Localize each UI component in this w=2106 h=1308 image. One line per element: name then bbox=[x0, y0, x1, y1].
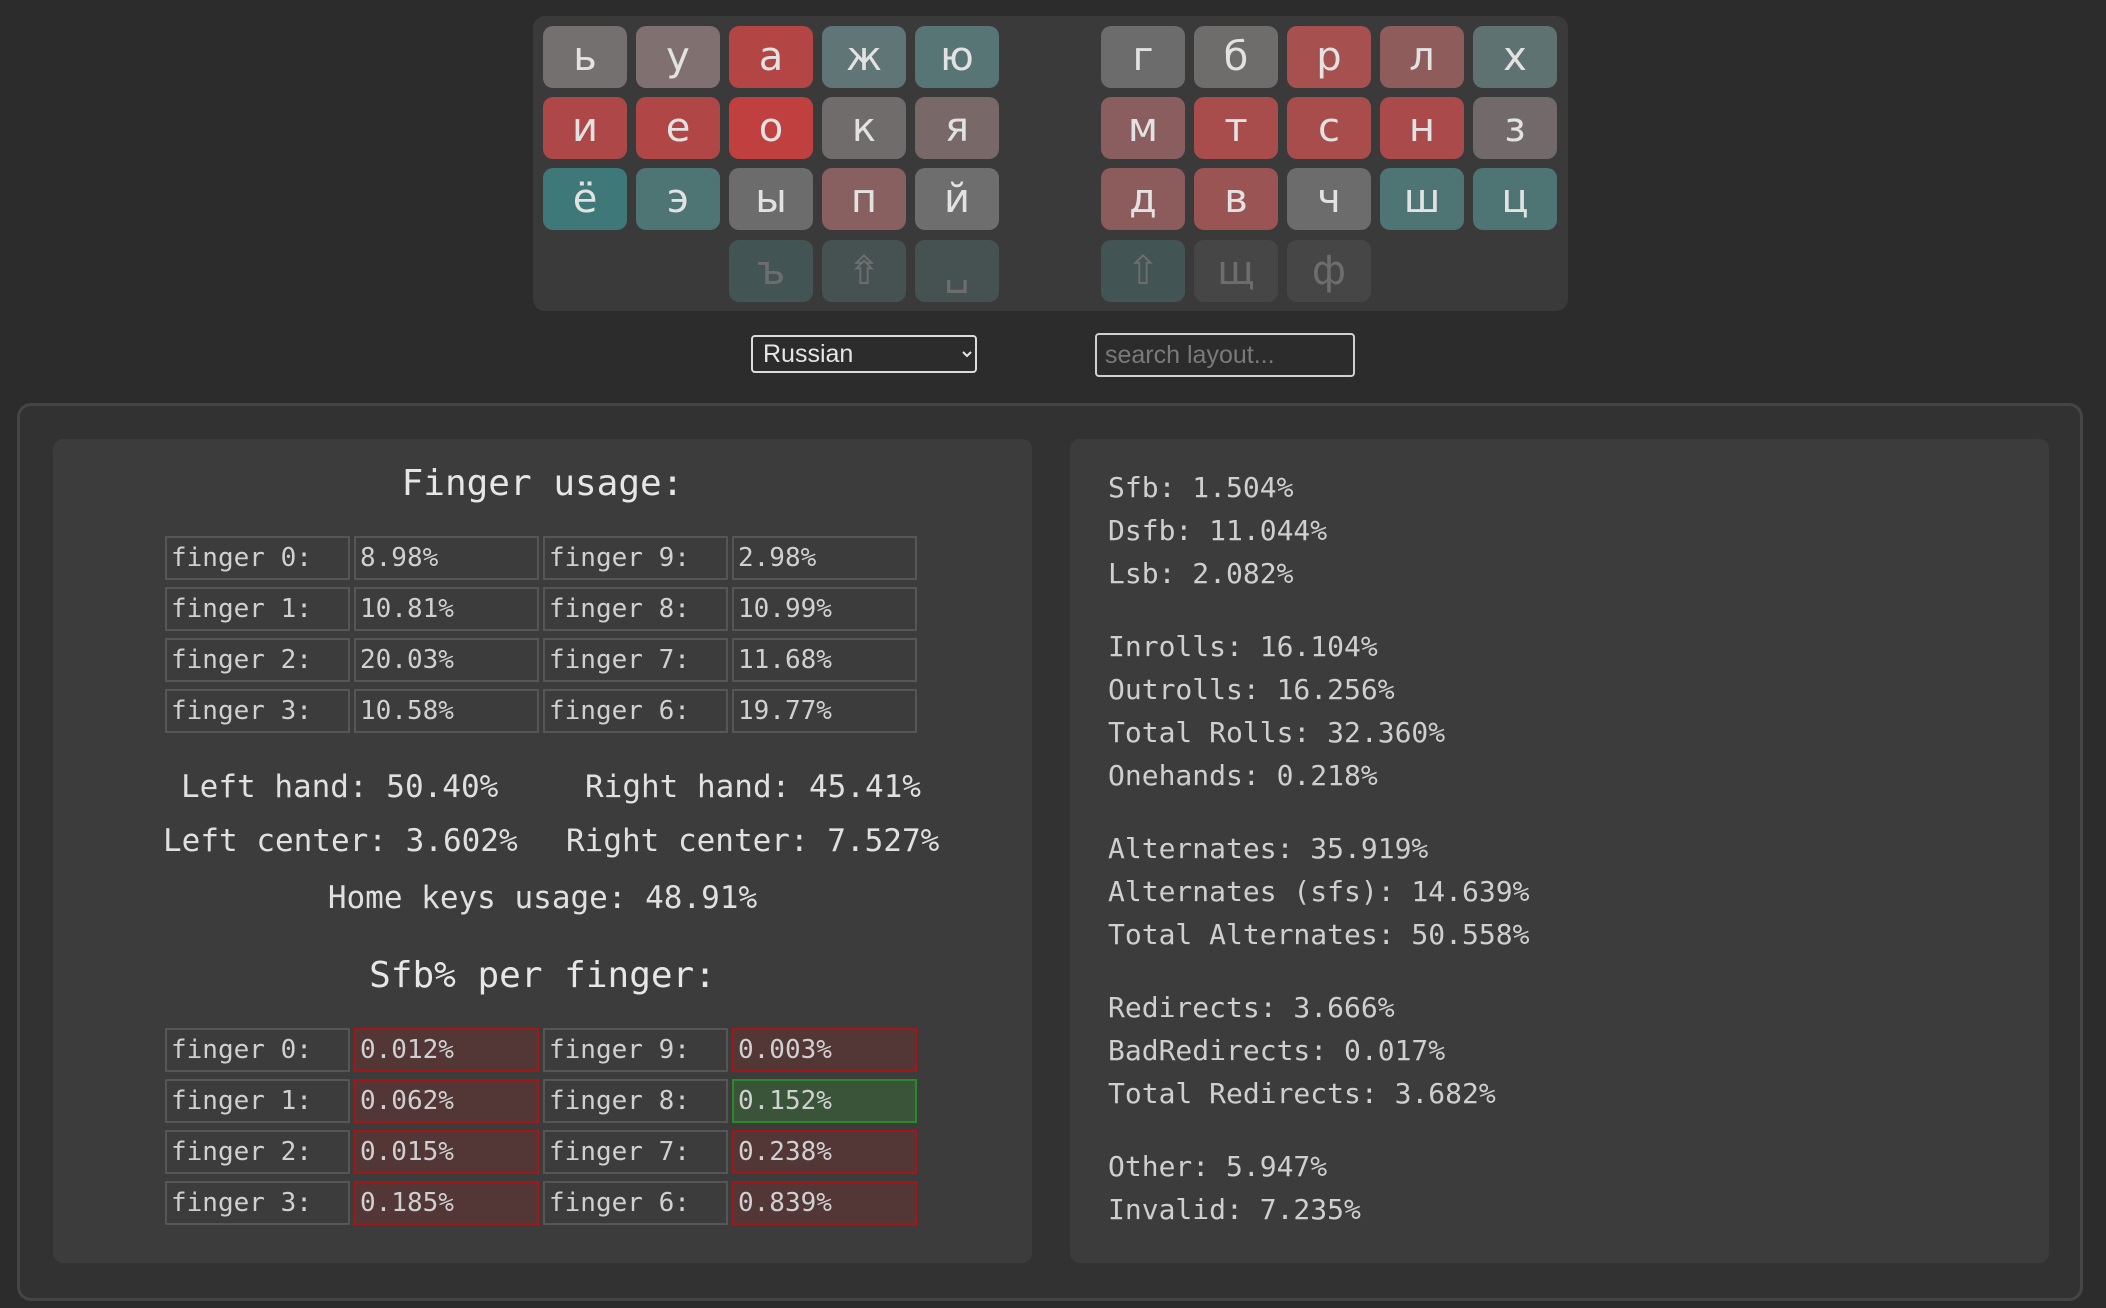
key-r1-c3[interactable]: к bbox=[822, 97, 906, 159]
key-r2-c2[interactable]: ы bbox=[729, 168, 813, 230]
key-r2-c3[interactable]: п bbox=[822, 168, 906, 230]
keyboard-layout: ь у а ж ю г б р л х и е о к я м т с н з ё э ы п й д в ч ш ц ъ ⇮ ␣ ⇧ щ ф bbox=[533, 16, 1568, 311]
key-r2-c6[interactable]: в bbox=[1194, 168, 1278, 230]
key-r1-c0[interactable]: и bbox=[543, 97, 627, 159]
stat-line-g1-3: Onehands: 0.218% bbox=[1108, 759, 1378, 792]
usage-right-value-row0: 2.98% bbox=[732, 536, 917, 580]
key-r1-c2[interactable]: о bbox=[729, 97, 813, 159]
sfb-right-value-row1: 0.152% bbox=[732, 1079, 917, 1123]
usage-right-label-row2: finger 7: bbox=[543, 638, 728, 682]
key-r1-c4[interactable]: я bbox=[915, 97, 999, 159]
left-center-usage: Left center: 3.602% bbox=[163, 823, 518, 859]
key-r1-c7[interactable]: с bbox=[1287, 97, 1371, 159]
usage-left-label-row2: finger 2: bbox=[165, 638, 350, 682]
thumb-key-right-2[interactable]: ф bbox=[1287, 240, 1371, 302]
key-r0-c9[interactable]: х bbox=[1473, 26, 1557, 88]
sfb-left-value-row3: 0.185% bbox=[354, 1181, 539, 1225]
stat-line-g3-2: Total Redirects: 3.682% bbox=[1108, 1077, 1496, 1110]
language-select[interactable]: Russian bbox=[751, 335, 977, 373]
usage-right-label-row3: finger 6: bbox=[543, 689, 728, 733]
stat-line-g4-0: Other: 5.947% bbox=[1108, 1150, 1328, 1183]
stat-line-g0-1: Dsfb: 11.044% bbox=[1108, 514, 1328, 547]
sfb-right-label-row1: finger 8: bbox=[543, 1079, 728, 1123]
sfb-left-label-row1: finger 1: bbox=[165, 1079, 350, 1123]
stat-line-g3-1: BadRedirects: 0.017% bbox=[1108, 1034, 1446, 1067]
key-r0-c1[interactable]: у bbox=[636, 26, 720, 88]
key-r2-c8[interactable]: ш bbox=[1380, 168, 1464, 230]
usage-left-label-row0: finger 0: bbox=[165, 536, 350, 580]
usage-right-label-row0: finger 9: bbox=[543, 536, 728, 580]
thumb-key-left-2[interactable]: ␣ bbox=[915, 240, 999, 302]
key-r2-c0[interactable]: ё bbox=[543, 168, 627, 230]
usage-left-value-row2: 20.03% bbox=[354, 638, 539, 682]
thumb-key-left-0[interactable]: ъ bbox=[729, 240, 813, 302]
usage-left-value-row3: 10.58% bbox=[354, 689, 539, 733]
key-r1-c6[interactable]: т bbox=[1194, 97, 1278, 159]
key-r0-c5[interactable]: г bbox=[1101, 26, 1185, 88]
sfb-right-label-row3: finger 6: bbox=[543, 1181, 728, 1225]
key-r1-c5[interactable]: м bbox=[1101, 97, 1185, 159]
left-hand-usage: Left hand: 50.40% bbox=[181, 769, 499, 805]
sfb-left-value-row2: 0.015% bbox=[354, 1130, 539, 1174]
sfb-right-value-row0: 0.003% bbox=[732, 1028, 917, 1072]
right-center-usage: Right center: 7.527% bbox=[566, 823, 940, 859]
finger-usage-card: Finger usage: finger 0: 8.98% finger 9: 2.9… bbox=[53, 439, 1032, 1263]
usage-left-value-row0: 8.98% bbox=[354, 536, 539, 580]
stat-line-g0-0: Sfb: 1.504% bbox=[1108, 471, 1294, 504]
search-layout-input[interactable] bbox=[1095, 333, 1355, 377]
right-hand-usage: Right hand: 45.41% bbox=[585, 769, 921, 805]
usage-right-value-row1: 10.99% bbox=[732, 587, 917, 631]
usage-right-label-row1: finger 8: bbox=[543, 587, 728, 631]
stat-line-g4-1: Invalid: 7.235% bbox=[1108, 1193, 1361, 1226]
key-r2-c5[interactable]: д bbox=[1101, 168, 1185, 230]
key-r2-c9[interactable]: ц bbox=[1473, 168, 1557, 230]
stat-line-g1-0: Inrolls: 16.104% bbox=[1108, 630, 1378, 663]
sfb-right-label-row2: finger 7: bbox=[543, 1130, 728, 1174]
stat-line-g2-2: Total Alternates: 50.558% bbox=[1108, 918, 1530, 951]
usage-left-value-row1: 10.81% bbox=[354, 587, 539, 631]
key-r0-c3[interactable]: ж bbox=[822, 26, 906, 88]
thumb-key-left-1[interactable]: ⇮ bbox=[822, 240, 906, 302]
stats-card: Sfb: 1.504% Dsfb: 11.044% Lsb: 2.082% Inrol… bbox=[1070, 439, 2049, 1263]
thumb-key-right-1[interactable]: щ bbox=[1194, 240, 1278, 302]
sfb-left-label-row2: finger 2: bbox=[165, 1130, 350, 1174]
key-r0-c2[interactable]: а bbox=[729, 26, 813, 88]
sfb-right-value-row3: 0.839% bbox=[732, 1181, 917, 1225]
thumb-key-right-0[interactable]: ⇧ bbox=[1101, 240, 1185, 302]
sfb-right-label-row0: finger 9: bbox=[543, 1028, 728, 1072]
key-r0-c0[interactable]: ь bbox=[543, 26, 627, 88]
sfb-left-label-row3: finger 3: bbox=[165, 1181, 350, 1225]
key-r2-c1[interactable]: э bbox=[636, 168, 720, 230]
usage-right-value-row2: 11.68% bbox=[732, 638, 917, 682]
key-r1-c8[interactable]: н bbox=[1380, 97, 1464, 159]
key-r2-c7[interactable]: ч bbox=[1287, 168, 1371, 230]
usage-left-label-row1: finger 1: bbox=[165, 587, 350, 631]
usage-left-label-row3: finger 3: bbox=[165, 689, 350, 733]
key-r1-c1[interactable]: е bbox=[636, 97, 720, 159]
sfb-per-finger-title: Sfb% per finger: bbox=[369, 955, 716, 996]
stat-line-g2-1: Alternates (sfs): 14.639% bbox=[1108, 875, 1530, 908]
stat-line-g1-2: Total Rolls: 32.360% bbox=[1108, 716, 1446, 749]
finger-usage-title: Finger usage: bbox=[401, 463, 684, 504]
sfb-left-label-row0: finger 0: bbox=[165, 1028, 350, 1072]
stat-line-g0-2: Lsb: 2.082% bbox=[1108, 557, 1294, 590]
stat-line-g1-1: Outrolls: 16.256% bbox=[1108, 673, 1395, 706]
key-r0-c4[interactable]: ю bbox=[915, 26, 999, 88]
sfb-left-value-row1: 0.062% bbox=[354, 1079, 539, 1123]
key-r0-c8[interactable]: л bbox=[1380, 26, 1464, 88]
stat-line-g2-0: Alternates: 35.919% bbox=[1108, 832, 1429, 865]
key-r0-c6[interactable]: б bbox=[1194, 26, 1278, 88]
sfb-left-value-row0: 0.012% bbox=[354, 1028, 539, 1072]
usage-right-value-row3: 19.77% bbox=[732, 689, 917, 733]
sfb-right-value-row2: 0.238% bbox=[732, 1130, 917, 1174]
stat-line-g3-0: Redirects: 3.666% bbox=[1108, 991, 1395, 1024]
home-keys-usage: Home keys usage: 48.91% bbox=[327, 880, 758, 916]
key-r1-c9[interactable]: з bbox=[1473, 97, 1557, 159]
key-r0-c7[interactable]: р bbox=[1287, 26, 1371, 88]
key-r2-c4[interactable]: й bbox=[915, 168, 999, 230]
